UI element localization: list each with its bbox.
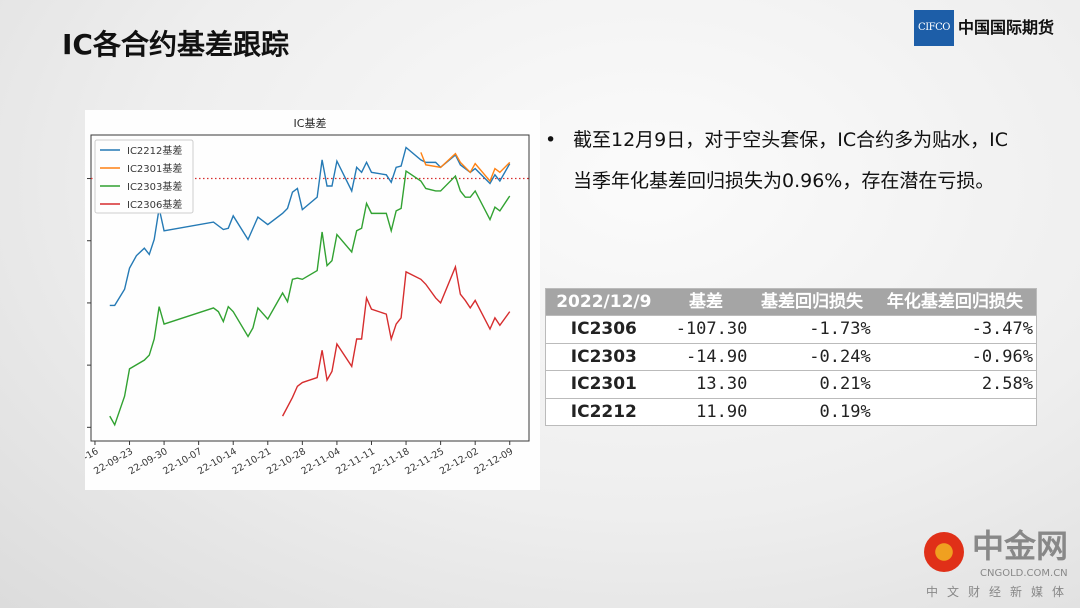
loss-cell: 0.21%: [750, 370, 874, 398]
series-line-IC2301: [420, 152, 511, 183]
legend-label: IC2303基差: [127, 180, 182, 193]
series-line-IC2306: [281, 264, 511, 417]
legend-box: [94, 139, 194, 214]
chart-panel: IC基差0▯50▯100▯150▯20022-09-1622-09-2322-0…: [58, 110, 540, 490]
contract-cell: IC2306: [545, 315, 662, 343]
table-row: IC2301 13.30 0.21% 2.58%: [545, 370, 1037, 398]
col-header-annual-loss: 年化基差回归损失: [873, 288, 1037, 316]
annual-loss-cell: -3.47%: [873, 315, 1037, 343]
contract-cell: IC2301: [545, 370, 662, 398]
annual-loss-cell: [873, 397, 1037, 426]
table-header-row: 2022/12/9 基差 基差回归损失 年化基差回归损失: [545, 288, 1037, 316]
basis-cell: -14.90: [661, 342, 751, 371]
col-header-basis: 基差: [661, 288, 751, 316]
page-title: IC各合约基差跟踪: [62, 28, 289, 61]
basis-cell: 11.90: [661, 397, 751, 426]
legend-label: IC2212基差: [127, 144, 182, 157]
watermark-tagline: 中文财经新媒体: [926, 585, 1074, 599]
x-tick-label: 22-12-09: [472, 446, 515, 477]
basis-table: 2022/12/9 基差 基差回归损失 年化基差回归损失 IC2306 -107.…: [545, 288, 1037, 426]
loss-cell: -1.73%: [750, 315, 874, 343]
cifco-logo: CIFCO 中国国际期货: [914, 10, 1054, 46]
chart-title: IC基差: [294, 116, 327, 130]
cifco-logo-mark: CIFCO: [914, 10, 954, 46]
table-row: IC2306 -107.30 -1.73% -3.47%: [545, 315, 1037, 343]
table-row: IC2212 11.90 0.19%: [545, 397, 1037, 426]
annual-loss-cell: -0.96%: [873, 342, 1037, 371]
annual-loss-cell: 2.58%: [873, 370, 1037, 398]
contract-cell: IC2212: [545, 397, 662, 426]
contract-cell: IC2303: [545, 342, 662, 371]
watermark-url: CNGOLD.COM.CN: [980, 568, 1068, 579]
basis-cell: -107.30: [661, 315, 751, 343]
legend-label: IC2301基差: [127, 162, 182, 175]
col-header-date: 2022/12/9: [545, 288, 662, 316]
basis-cell: 13.30: [661, 370, 751, 398]
cngold-watermark: 中金网 CNGOLD.COM.CN 中文财经新媒体: [920, 528, 1070, 604]
bullet-point: • 截至12月9日，对于空头套保，IC合约多为贴水，IC当季年化基差回归损失为0…: [545, 120, 1025, 202]
cifco-logo-name: 中国国际期货: [958, 18, 1055, 37]
legend-label: IC2306基差: [127, 198, 182, 211]
series-line-IC2303: [109, 169, 511, 427]
bullet-text: 截至12月9日，对于空头套保，IC合约多为贴水，IC当季年化基差回归损失为0.9…: [573, 129, 1009, 192]
basis-line-chart: IC基差0▯50▯100▯150▯20022-09-1622-09-2322-0…: [58, 116, 530, 477]
watermark-name: 中金网: [972, 527, 1069, 565]
loss-cell: 0.19%: [750, 397, 874, 426]
loss-cell: -0.24%: [750, 342, 874, 371]
table-row: IC2303 -14.90 -0.24% -0.96%: [545, 342, 1037, 371]
cngold-logo-icon: [924, 532, 964, 572]
bullet-icon: •: [545, 129, 557, 151]
col-header-loss: 基差回归损失: [750, 288, 874, 316]
